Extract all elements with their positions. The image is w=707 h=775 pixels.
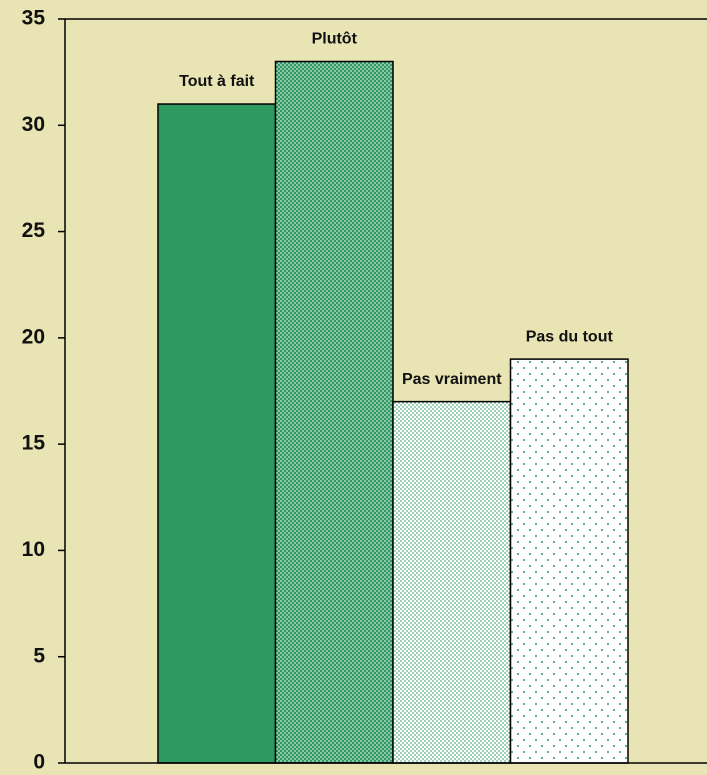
bar-label: Tout à fait — [179, 73, 255, 90]
bar — [392, 400, 512, 764]
y-tick-label: 25 — [22, 219, 46, 242]
y-tick-label: 30 — [22, 113, 45, 136]
bar-label: Pas du tout — [526, 328, 614, 345]
y-tick-label: 0 — [33, 751, 45, 774]
y-tick-label: 20 — [22, 325, 45, 348]
bar — [274, 60, 394, 764]
bar-label: Pas vraiment — [402, 371, 502, 388]
bar — [157, 103, 277, 764]
y-tick-label: 35 — [22, 7, 46, 30]
bar-label: Plutôt — [312, 31, 358, 48]
y-tick-label: 5 — [33, 644, 45, 667]
bar — [509, 358, 629, 764]
y-tick-label: 15 — [22, 432, 46, 455]
y-tick-label: 10 — [22, 538, 45, 561]
